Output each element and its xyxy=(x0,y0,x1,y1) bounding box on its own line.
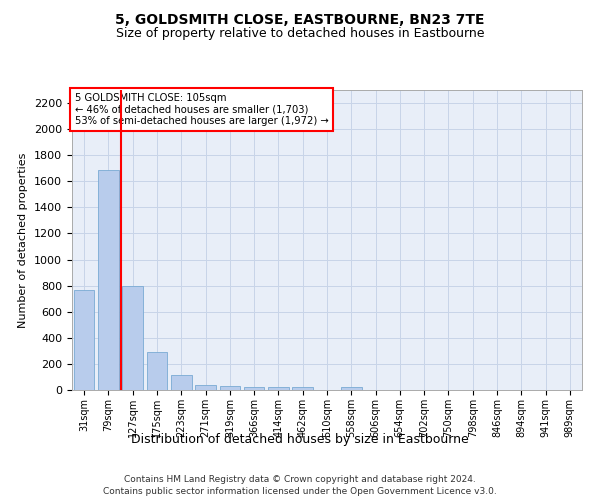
Bar xyxy=(98,170,119,390)
Y-axis label: Number of detached properties: Number of detached properties xyxy=(19,152,28,328)
Bar xyxy=(122,286,143,390)
Bar xyxy=(268,388,289,390)
Text: Size of property relative to detached houses in Eastbourne: Size of property relative to detached ho… xyxy=(116,28,484,40)
Bar xyxy=(244,387,265,390)
Bar xyxy=(341,386,362,390)
Text: 5 GOLDSMITH CLOSE: 105sqm
← 46% of detached houses are smaller (1,703)
53% of se: 5 GOLDSMITH CLOSE: 105sqm ← 46% of detac… xyxy=(74,93,328,126)
Text: Contains public sector information licensed under the Open Government Licence v3: Contains public sector information licen… xyxy=(103,488,497,496)
Bar xyxy=(195,384,216,390)
Bar xyxy=(292,388,313,390)
Bar xyxy=(146,352,167,390)
Text: 5, GOLDSMITH CLOSE, EASTBOURNE, BN23 7TE: 5, GOLDSMITH CLOSE, EASTBOURNE, BN23 7TE xyxy=(115,12,485,26)
Bar xyxy=(171,375,191,390)
Text: Distribution of detached houses by size in Eastbourne: Distribution of detached houses by size … xyxy=(131,432,469,446)
Bar xyxy=(74,290,94,390)
Text: Contains HM Land Registry data © Crown copyright and database right 2024.: Contains HM Land Registry data © Crown c… xyxy=(124,475,476,484)
Bar xyxy=(220,386,240,390)
